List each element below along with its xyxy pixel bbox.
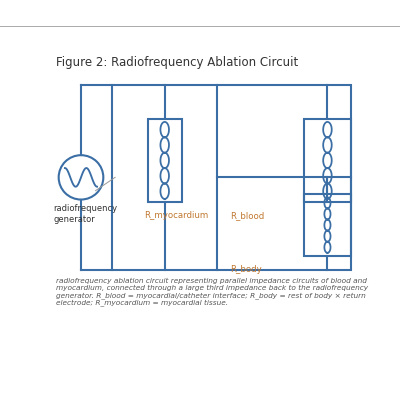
Bar	[304, 194, 351, 256]
Text: R_myocardium: R_myocardium	[144, 211, 209, 220]
Bar	[112, 85, 351, 270]
Text: radiofrequency
generator: radiofrequency generator	[53, 204, 117, 224]
Bar	[304, 119, 351, 202]
Bar	[148, 119, 182, 202]
Text: R_body: R_body	[230, 265, 262, 274]
Text: radiofrequency ablation circuit representing parallel impedance circuits of bloo: radiofrequency ablation circuit represen…	[56, 278, 368, 306]
Text: Figure 2: Radiofrequency Ablation Circuit: Figure 2: Radiofrequency Ablation Circui…	[56, 56, 298, 69]
Text: R_blood: R_blood	[230, 211, 264, 220]
